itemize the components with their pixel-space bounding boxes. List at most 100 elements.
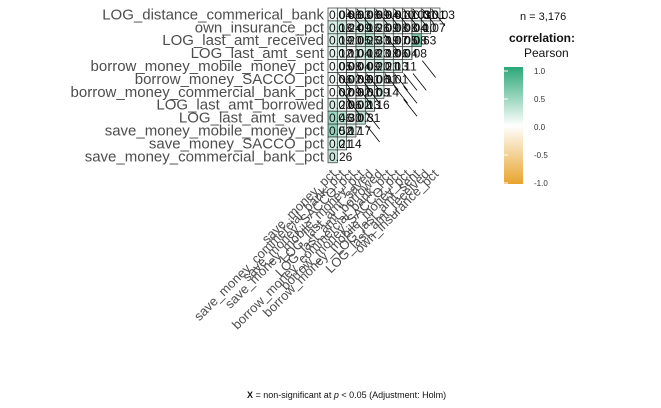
cell-value-label: 0.26 <box>329 150 353 164</box>
cell-value-label: 0.01 <box>357 85 381 99</box>
cell-value-label: 0.46 <box>329 111 353 125</box>
cell-value-label: 0.63 <box>413 34 437 48</box>
nonsignificant-cross <box>431 8 446 27</box>
heatmap-cell <box>374 85 385 99</box>
cell-value-label: 0.04 <box>394 47 418 61</box>
cell-value-label: 0.30 <box>338 111 362 125</box>
cell-value-label: 0.10 <box>413 21 437 35</box>
nonsignificant-cross <box>421 8 436 27</box>
caption-p: p <box>333 390 339 400</box>
caption: X = non-significant at p < 0.05 (Adjustm… <box>247 390 446 400</box>
legend-tick-label: -0.5 <box>534 151 548 160</box>
legend-tick-label: -1.0 <box>534 179 548 188</box>
row-labels: LOG_distance_commerical_bankown_insuranc… <box>71 6 325 165</box>
heatmap-cell <box>402 46 413 60</box>
nonsignificant-cross <box>347 99 362 117</box>
cell-value-label: 0.09 <box>338 85 362 99</box>
cell-value-label: 0.31 <box>357 111 381 125</box>
cell-value-label: 0.09 <box>366 85 390 99</box>
cell-value-label: 0.04 <box>376 8 400 22</box>
nonsignificant-cross <box>356 86 371 104</box>
heatmap-cell <box>364 97 376 112</box>
cell-value-label: 0.02 <box>348 98 372 112</box>
cell-value-label: 0.16 <box>366 98 390 112</box>
cell-value-label: 0.06 <box>357 8 381 22</box>
column-labels: save_money_pctsave_money_commercial_bank… <box>191 166 442 332</box>
cell-value-label: 0.20 <box>338 34 362 48</box>
heatmap-cell <box>383 72 394 86</box>
cell-value-label: 0.07 <box>422 21 446 35</box>
nonsignificant-cross <box>356 73 371 91</box>
cell-value-label: 0.11 <box>338 47 361 61</box>
values-layer: 0.040.060.030.060.090.040.010.01-0.030.0… <box>329 8 455 164</box>
cell-value-label: 0.33 <box>366 34 390 48</box>
cell-value-label: 0.08 <box>404 34 428 48</box>
caption-x-symbol: X <box>247 390 253 400</box>
nonsignificant-cross <box>347 8 362 27</box>
nonsignificant-cross <box>412 73 427 91</box>
nonsignificant-cross <box>375 8 390 27</box>
row-label: LOG_last_amt_sent <box>191 45 325 62</box>
cell-value-label: 0.01 <box>385 72 409 86</box>
nonsignificant-cross <box>366 124 380 143</box>
cell-value-label: 0.13 <box>357 98 381 112</box>
row-label: LOG_last_amt_saved <box>179 110 324 127</box>
row-label: save_money_SACCO_pct <box>149 135 325 152</box>
row-label: borrow_money_commercial_bank_pct <box>71 84 325 101</box>
heatmap-cell <box>336 136 348 151</box>
cell-value-label: 0.07 <box>385 34 409 48</box>
cell-value-label: 0.14 <box>376 85 400 99</box>
heatmap-cell <box>346 123 357 138</box>
cell-value-label: 0.04 <box>348 60 372 74</box>
row-label: LOG_last_amt_borrowed <box>156 97 324 114</box>
cell-value-label: 0.01 <box>357 72 381 86</box>
nonsignificant-cross <box>403 8 418 27</box>
caption-rest: < 0.05 (Adjustment: Holm) <box>339 390 446 400</box>
cell-value-label: 0.04 <box>329 8 353 22</box>
cell-value-label: 0.08 <box>338 60 362 74</box>
sample-size-label: n = 3,176 <box>520 11 566 23</box>
cell-value-label: 0.06 <box>338 98 362 112</box>
cell-value-label: 0.07 <box>348 111 372 125</box>
cell-value-label: 0.06 <box>366 72 390 86</box>
nonsignificant-cross <box>393 8 408 27</box>
nonsignificant-cross <box>384 34 399 52</box>
cells-layer <box>327 7 441 164</box>
crosses-layer <box>338 8 446 143</box>
heatmap-cell <box>430 7 441 22</box>
cell-value-label: 0.01 <box>385 8 409 22</box>
heatmap-cell <box>420 20 431 35</box>
cell-value-label: 0.01 <box>413 8 437 22</box>
row-label: LOG_distance_commerical_bank <box>102 6 324 23</box>
cell-value-label: 0.25 <box>357 34 381 48</box>
heatmap-cell <box>355 110 366 125</box>
heatmap-cell <box>411 33 422 48</box>
legend-tick-label: 0.5 <box>534 95 546 104</box>
cell-value-label: 0.06 <box>329 72 353 86</box>
cell-value-label: 0.21 <box>329 137 353 151</box>
row-label: own_insurance_pct <box>195 19 325 36</box>
cell-value-label: 0.04 <box>348 47 372 61</box>
cell-value-label: 0.16 <box>357 21 381 35</box>
cell-value-label: 0.52 <box>329 124 353 138</box>
legend-tick-label: 1.0 <box>534 67 546 76</box>
cell-value-label: 0.13 <box>385 60 409 74</box>
legend-ticks: 1.0 0.5 0.0 -0.5 -1.0 <box>504 67 548 188</box>
cell-value-label: 0.08 <box>385 21 409 35</box>
cell-value-label: 0.24 <box>338 21 362 35</box>
cell-value-label: 0.08 <box>404 47 428 61</box>
cell-value-label: 0.06 <box>385 47 409 61</box>
cell-value-label: 0.19 <box>376 34 400 48</box>
cell-value-label: 0.01 <box>422 8 446 22</box>
cell-value-label: 0.23 <box>366 47 390 61</box>
heatmap-cell <box>392 59 403 73</box>
nonsignificant-cross <box>356 8 371 27</box>
legend-title: correlation: <box>509 31 575 45</box>
nonsignificant-cross <box>366 111 380 130</box>
cell-value-label: 0.05 <box>394 34 418 48</box>
cell-value-label: 0.08 <box>394 21 418 35</box>
nonsignificant-cross <box>412 8 427 27</box>
cell-value-label: 0.03 <box>432 8 456 22</box>
heatmap-cell <box>327 149 338 164</box>
